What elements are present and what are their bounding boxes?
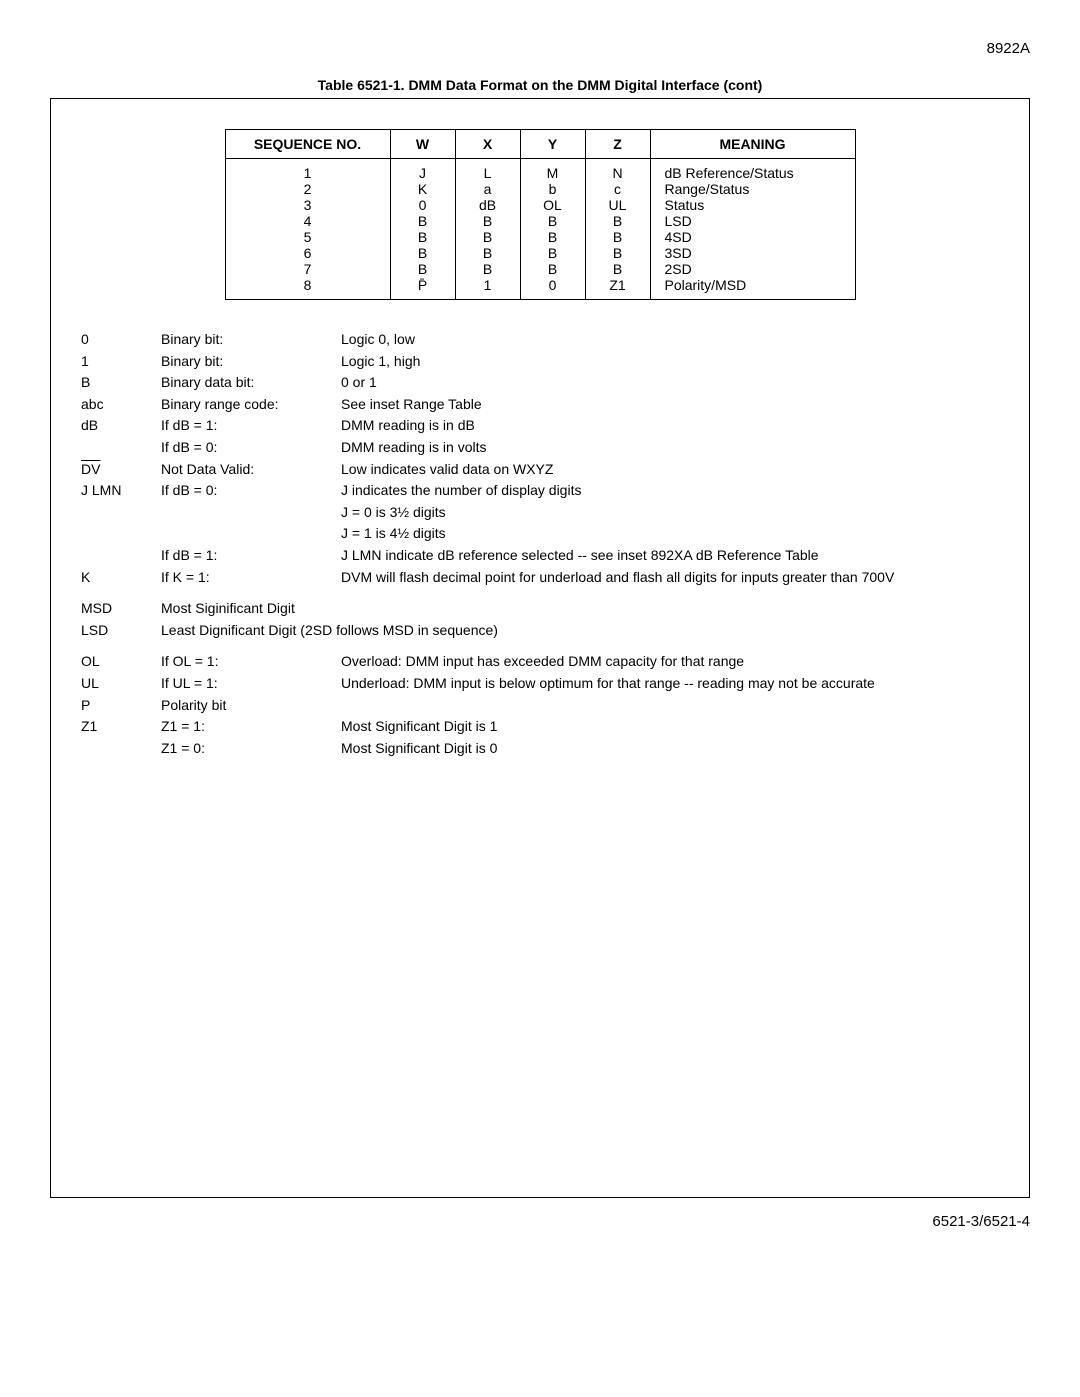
def-symbol [81, 739, 161, 759]
def-desc: DMM reading is in dB [341, 416, 999, 436]
definition-row: LSDLeast Dignificant Digit (2SD follows … [81, 621, 999, 641]
def-condition: Z1 = 0: [161, 739, 341, 759]
def-condition [161, 524, 341, 544]
definition-row: PPolarity bit [81, 696, 999, 716]
definition-row: abcBinary range code:See inset Range Tab… [81, 395, 999, 415]
def-condition: If K = 1: [161, 568, 341, 588]
def-symbol: P [81, 696, 161, 716]
definition-row: BBinary data bit:0 or 1 [81, 373, 999, 393]
definition-row: If dB = 1:J LMN indicate dB reference se… [81, 546, 999, 566]
definition-row: DVNot Data Valid:Low indicates valid dat… [81, 460, 999, 480]
page-ref: 6521-3/6521-4 [50, 1213, 1030, 1230]
def-symbol: J LMN [81, 481, 161, 501]
def-symbol [81, 524, 161, 544]
def-desc: J indicates the number of display digits [341, 481, 999, 501]
table-cell: JK0BBBBP̄ [390, 159, 455, 300]
def-condition: Polarity bit [161, 696, 341, 716]
def-condition: If dB = 1: [161, 416, 341, 436]
definition-row: 1Binary bit:Logic 1, high [81, 352, 999, 372]
def-desc: Low indicates valid data on WXYZ [341, 460, 999, 480]
def-condition: Not Data Valid: [161, 460, 341, 480]
col-seq: SEQUENCE NO. [225, 130, 390, 159]
def-condition: If OL = 1: [161, 652, 341, 672]
table-cell: NcULBBBBZ1 [585, 159, 650, 300]
def-condition: If UL = 1: [161, 674, 341, 694]
def-symbol: UL [81, 674, 161, 694]
def-symbol: 1 [81, 352, 161, 372]
table-cell: MbOLBBBB0 [520, 159, 585, 300]
def-symbol: abc [81, 395, 161, 415]
def-desc: See inset Range Table [341, 395, 999, 415]
table-cell: 12345678 [225, 159, 390, 300]
def-condition: Binary bit: [161, 352, 341, 372]
def-desc: J = 0 is 3½ digits [341, 503, 999, 523]
table-cell: dB Reference/StatusRange/StatusStatusLSD… [650, 159, 855, 300]
def-symbol: Z1 [81, 717, 161, 737]
def-symbol: K [81, 568, 161, 588]
def-desc: J LMN indicate dB reference selected -- … [341, 546, 999, 566]
col-x: X [455, 130, 520, 159]
def-condition: Binary range code: [161, 395, 341, 415]
definition-row: MSDMost Siginificant Digit [81, 599, 999, 619]
definition-row: J LMNIf dB = 0:J indicates the number of… [81, 481, 999, 501]
def-desc: Underload: DMM input is below optimum fo… [341, 674, 999, 694]
def-desc: DMM reading is in volts [341, 438, 999, 458]
col-w: W [390, 130, 455, 159]
def-desc: Most Significant Digit is 0 [341, 739, 999, 759]
def-desc: Most Significant Digit is 1 [341, 717, 999, 737]
definition-row: J = 0 is 3½ digits [81, 503, 999, 523]
def-condition: Most Siginificant Digit [161, 599, 341, 619]
def-desc: Overload: DMM input has exceeded DMM cap… [341, 652, 999, 672]
definition-row: J = 1 is 4½ digits [81, 524, 999, 544]
col-meaning: MEANING [650, 130, 855, 159]
def-symbol: DV [81, 460, 161, 480]
def-symbol: dB [81, 416, 161, 436]
def-condition: Z1 = 1: [161, 717, 341, 737]
def-desc: Logic 0, low [341, 330, 999, 350]
def-desc: Least Dignificant Digit (2SD follows MSD… [161, 621, 999, 641]
definition-row: ULIf UL = 1:Underload: DMM input is belo… [81, 674, 999, 694]
content-box: SEQUENCE NO. W X Y Z MEANING 12345678JK0… [50, 98, 1030, 1198]
definition-row: 0Binary bit:Logic 0, low [81, 330, 999, 350]
def-desc [341, 696, 999, 716]
def-condition: Binary bit: [161, 330, 341, 350]
def-symbol: OL [81, 652, 161, 672]
definition-row: Z1Z1 = 1:Most Significant Digit is 1 [81, 717, 999, 737]
definition-row: OLIf OL = 1:Overload: DMM input has exce… [81, 652, 999, 672]
definition-row: Z1 = 0:Most Significant Digit is 0 [81, 739, 999, 759]
definitions-list: 0Binary bit:Logic 0, low1Binary bit:Logi… [81, 330, 999, 758]
def-condition: If dB = 1: [161, 546, 341, 566]
def-symbol [81, 503, 161, 523]
def-symbol: MSD [81, 599, 161, 619]
def-desc: 0 or 1 [341, 373, 999, 393]
def-symbol [81, 438, 161, 458]
def-condition: If dB = 0: [161, 438, 341, 458]
def-condition [161, 503, 341, 523]
sequence-table: SEQUENCE NO. W X Y Z MEANING 12345678JK0… [225, 129, 856, 300]
col-z: Z [585, 130, 650, 159]
def-desc: Logic 1, high [341, 352, 999, 372]
def-desc: DVM will flash decimal point for underlo… [341, 568, 999, 588]
table-title: Table 6521-1. DMM Data Format on the DMM… [50, 77, 1030, 93]
def-desc: J = 1 is 4½ digits [341, 524, 999, 544]
def-symbol: LSD [81, 621, 161, 641]
def-condition: Binary data bit: [161, 373, 341, 393]
definition-row: KIf K = 1:DVM will flash decimal point f… [81, 568, 999, 588]
definition-row: If dB = 0:DMM reading is in volts [81, 438, 999, 458]
def-symbol [81, 546, 161, 566]
table-cell: LadBBBBB1 [455, 159, 520, 300]
doc-id: 8922A [50, 40, 1030, 57]
col-y: Y [520, 130, 585, 159]
def-desc [341, 599, 999, 619]
def-symbol: 0 [81, 330, 161, 350]
def-condition: If dB = 0: [161, 481, 341, 501]
def-symbol: B [81, 373, 161, 393]
definition-row: dBIf dB = 1:DMM reading is in dB [81, 416, 999, 436]
